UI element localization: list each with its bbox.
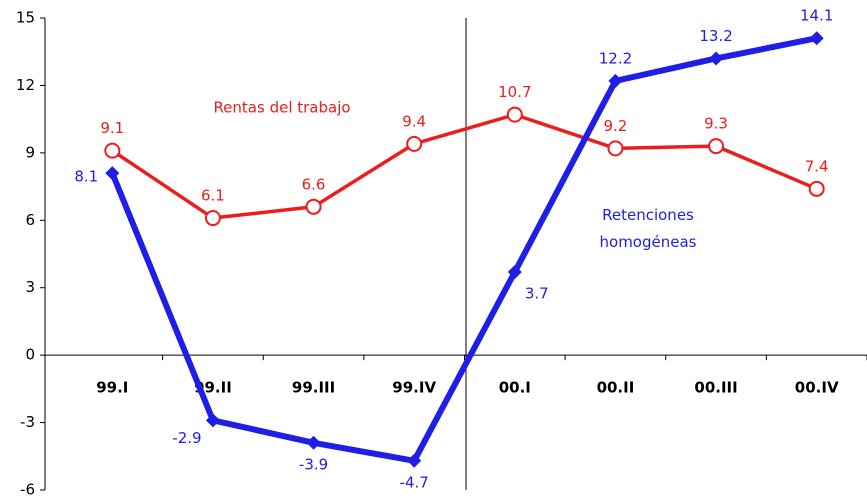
data-label: -4.7: [400, 473, 429, 491]
y-tick-label: -6: [20, 481, 35, 499]
point: [809, 31, 824, 46]
point: [709, 51, 724, 66]
x-tick-label: 99.III: [292, 379, 335, 397]
data-label: 12.2: [599, 49, 632, 67]
y-tick-label: 3: [25, 278, 35, 296]
x-tick-label: 99.I: [96, 379, 128, 397]
series-line: [109, 35, 818, 464]
data-label: 9.2: [604, 117, 628, 135]
point: [406, 135, 423, 152]
y-tick-label: 0: [25, 346, 35, 364]
data-label: 7.4: [805, 157, 829, 175]
x-tick-label: 00.II: [597, 379, 635, 397]
y-tick-label: 6: [25, 211, 35, 229]
y-tick-label: 15: [16, 9, 35, 27]
point: [204, 210, 221, 227]
point: [808, 180, 825, 197]
data-label: 8.1: [74, 168, 98, 186]
point: [205, 413, 220, 428]
y-tick-label: 9: [25, 143, 35, 161]
data-label: 14.1: [800, 7, 833, 25]
point: [708, 138, 725, 155]
series-line: [111, 112, 818, 220]
x-tick-label: 99.IV: [392, 379, 436, 397]
point: [104, 142, 121, 159]
point: [407, 453, 422, 468]
data-label: 9.4: [402, 112, 426, 130]
data-label: 6.1: [201, 187, 225, 205]
y-tick-label: -3: [20, 413, 35, 431]
series-label: Retenciones homogéneas: [600, 206, 697, 251]
data-label: -3.9: [299, 455, 328, 473]
point: [506, 106, 523, 123]
point: [608, 73, 623, 88]
data-label: 13.2: [699, 27, 732, 45]
data-label: -2.9: [172, 429, 201, 447]
data-label: 10.7: [498, 83, 531, 101]
point: [305, 198, 322, 215]
x-tick-label: 00.IV: [795, 379, 839, 397]
data-label: 6.6: [302, 175, 326, 193]
x-tick-label: 00.I: [499, 379, 531, 397]
x-tick-label: 00.III: [694, 379, 737, 397]
point: [507, 264, 522, 279]
point: [105, 166, 120, 181]
data-label: 9.3: [704, 115, 728, 133]
series-label: Rentas del trabajo: [213, 99, 350, 117]
point: [607, 140, 624, 157]
y-tick-label: 12: [16, 76, 35, 94]
data-label: 3.7: [525, 284, 549, 302]
data-label: 9.1: [100, 119, 124, 137]
point: [306, 435, 321, 450]
